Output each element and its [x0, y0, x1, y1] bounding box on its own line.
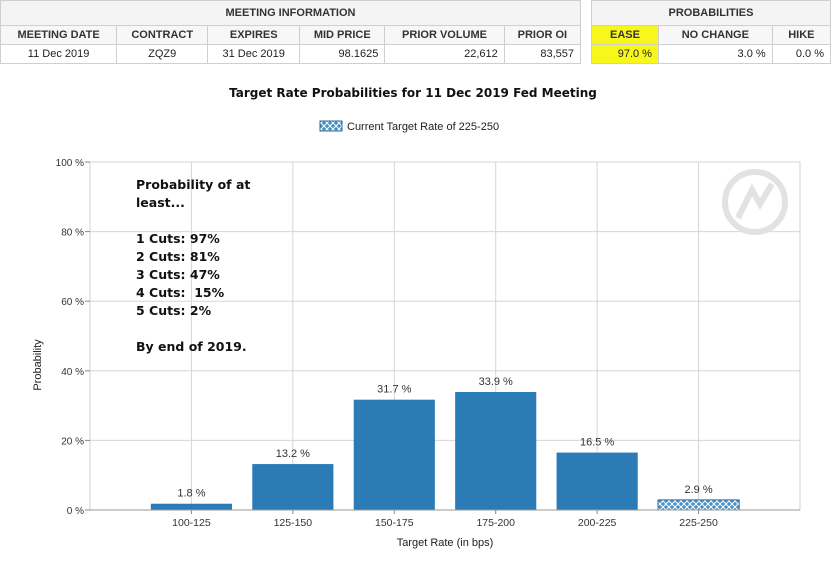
x-tick-label: 125-150: [274, 517, 313, 529]
bar-value-label: 33.9 %: [479, 376, 513, 388]
col-meeting-date: MEETING DATE: [0, 25, 118, 45]
legend-swatch: [319, 120, 343, 132]
bar-value-label: 2.9 %: [685, 484, 713, 496]
y-tick-label: 100 %: [56, 158, 84, 169]
logo-watermark: [722, 169, 788, 235]
col-mid-price: MID PRICE: [299, 25, 386, 45]
y-axis-label: Probability: [32, 339, 44, 391]
col-contract: CONTRACT: [116, 25, 209, 45]
bar-200-225: [556, 452, 638, 510]
y-tick-label: 0 %: [67, 506, 84, 517]
bar-125-150: [252, 464, 334, 510]
x-tick-label: 100-125: [172, 517, 211, 529]
probabilities-header: PROBABILITIES: [591, 0, 831, 26]
y-tick-label: 80 %: [61, 228, 84, 239]
x-axis: 100-125 125-150 150-175 175-200 200-225 225-2…: [90, 509, 800, 529]
y-axis: 0 % 20 % 40 % 60 % 80 % 100 %: [56, 158, 90, 517]
bar-value-label: 31.7 %: [377, 384, 411, 396]
col-expires: EXPIRES: [207, 25, 301, 45]
table-row: 11 Dec 2019 ZQZ9 31 Dec 2019 98.1625 22,…: [0, 44, 582, 64]
col-prior-volume: PRIOR VOLUME: [384, 25, 505, 45]
col-hike: HIKE: [771, 25, 831, 45]
col-prior-oi: PRIOR OI: [503, 25, 582, 45]
x-tick-label: 175-200: [476, 517, 515, 529]
chart-title: Target Rate Probabilities for 11 Dec 201…: [229, 86, 597, 100]
col-ease: EASE: [591, 25, 659, 45]
bar-value-label: 1.8 %: [177, 488, 205, 500]
cell-prior-oi: 83,557: [503, 44, 582, 64]
cell-mid-price: 98.1625: [299, 44, 386, 64]
bar-value-label: 13.2 %: [276, 448, 310, 460]
cell-contract: ZQZ9: [116, 44, 209, 64]
cell-no-change: 3.0 %: [657, 44, 773, 64]
cell-meeting-date: 11 Dec 2019: [0, 44, 118, 64]
bar-value-label: 16.5 %: [580, 437, 614, 449]
y-tick-label: 20 %: [61, 436, 84, 447]
bar-100-125: [150, 503, 232, 510]
cell-ease: 97.0 %: [591, 44, 659, 64]
data-tables: MEETING INFORMATION MEETING DATE CONTRAC…: [0, 0, 831, 66]
meeting-info-header: MEETING INFORMATION: [0, 0, 581, 26]
cell-prior-volume: 22,612: [384, 44, 505, 64]
annotation-text: Probability of at least... 1 Cuts: 97% 2…: [136, 177, 251, 354]
chart-area: Target Rate Probabilities for 11 Dec 201…: [0, 66, 831, 564]
y-tick-label: 60 %: [61, 297, 84, 308]
cell-expires: 31 Dec 2019: [207, 44, 301, 64]
probabilities-table: PROBABILITIES EASE NO CHANGE HIKE 97.0 %…: [591, 0, 831, 64]
col-no-change: NO CHANGE: [657, 25, 773, 45]
bar-150-175: [353, 399, 435, 510]
x-tick-label: 150-175: [375, 517, 414, 529]
bar-175-200: [455, 392, 537, 510]
x-tick-label: 225-250: [679, 517, 718, 529]
table-row: 97.0 % 3.0 % 0.0 %: [591, 44, 831, 64]
y-tick-label: 40 %: [61, 367, 84, 378]
bar-chart: Target Rate Probabilities for 11 Dec 201…: [32, 86, 801, 549]
cell-hike: 0.0 %: [771, 44, 831, 64]
bar-225-250: [657, 499, 740, 511]
x-tick-label: 200-225: [578, 517, 617, 529]
x-axis-label: Target Rate (in bps): [397, 537, 494, 549]
meeting-info-table: MEETING INFORMATION MEETING DATE CONTRAC…: [0, 0, 582, 64]
legend-label: Current Target Rate of 225-250: [347, 121, 499, 133]
bars: 1.8 % 13.2 % 31.7 % 33.9 % 16.5 % 2.9 %: [150, 376, 740, 511]
